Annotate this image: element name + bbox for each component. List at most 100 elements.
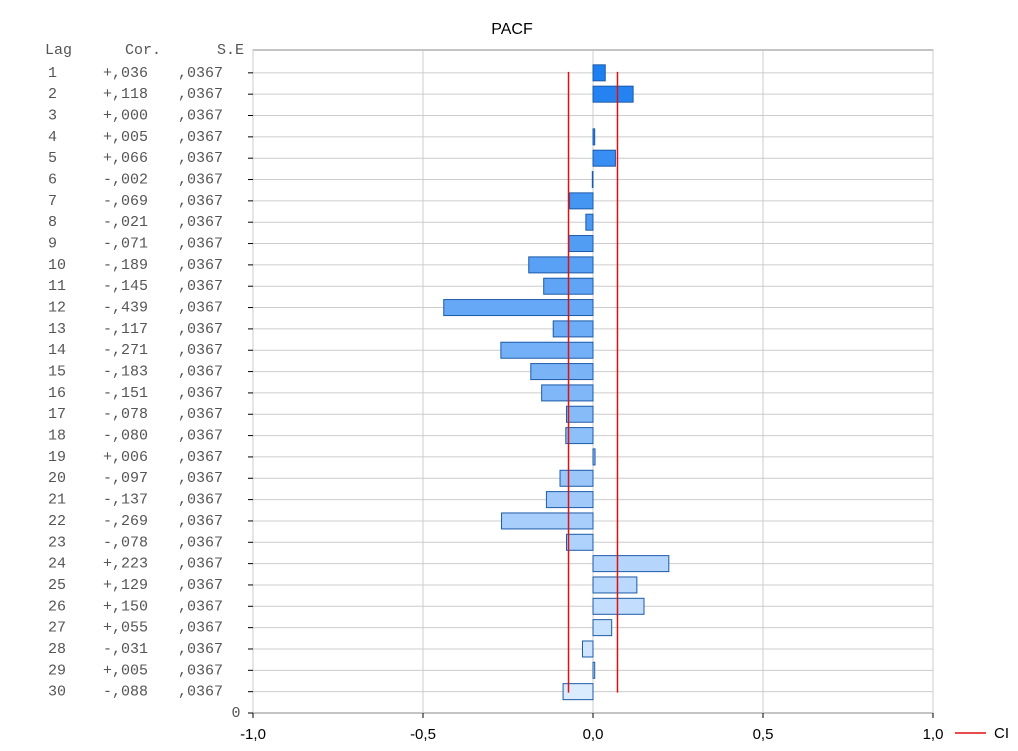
lag-label: 1	[48, 65, 57, 82]
lag-label: 30	[48, 684, 66, 701]
cor-label: +,006	[103, 449, 148, 466]
lag-label: 8	[48, 214, 57, 231]
lag-label: 22	[48, 513, 66, 530]
lag-label: 6	[48, 171, 57, 188]
lag-label: 14	[48, 342, 66, 359]
legend-label: CI	[994, 725, 1009, 742]
cor-label: -,021	[103, 214, 148, 231]
se-label: ,0367	[178, 86, 223, 103]
cor-label: +,000	[103, 107, 148, 124]
cor-label: -,269	[103, 513, 148, 530]
bar	[592, 576, 638, 594]
lag-label: 26	[48, 598, 66, 615]
cor-label: -,002	[103, 171, 148, 188]
bar	[528, 256, 594, 274]
se-label: ,0367	[178, 534, 223, 551]
se-label: ,0367	[178, 428, 223, 445]
x-tick-label: 1,0	[923, 726, 944, 743]
lag-label: 15	[48, 364, 66, 381]
cor-label: -,183	[103, 364, 148, 381]
bar	[565, 405, 594, 423]
cor-label: -,078	[103, 534, 148, 551]
cor-label: -,080	[103, 428, 148, 445]
bar	[565, 533, 594, 551]
se-label: ,0367	[178, 150, 223, 167]
bar	[568, 235, 594, 253]
x-tick-label: 0,5	[753, 726, 774, 743]
bar	[591, 171, 594, 189]
cor-label: -,151	[103, 385, 148, 402]
cor-label: -,097	[103, 470, 148, 487]
bar	[585, 213, 594, 231]
lag-label: 24	[48, 556, 66, 573]
se-label: ,0367	[178, 556, 223, 573]
bar	[592, 661, 596, 679]
lag-label: 3	[48, 107, 57, 124]
bar	[592, 85, 634, 103]
se-label: ,0367	[178, 470, 223, 487]
cor-label: -,071	[103, 236, 148, 253]
cor-label: +,066	[103, 150, 148, 167]
lag-label: 23	[48, 534, 66, 551]
bar	[565, 427, 594, 445]
se-label: ,0367	[178, 513, 223, 530]
cor-label: -,137	[103, 492, 148, 509]
cor-label: -,088	[103, 684, 148, 701]
se-label: ,0367	[178, 278, 223, 295]
se-label: ,0367	[178, 171, 223, 188]
se-label: ,0367	[178, 214, 223, 231]
lag-label: 2	[48, 86, 57, 103]
se-label: ,0367	[178, 364, 223, 381]
cor-label: +,036	[103, 65, 148, 82]
table-header: S.E	[217, 42, 244, 59]
bar	[592, 555, 670, 573]
lag-label: 10	[48, 257, 66, 274]
lag-label: 27	[48, 620, 66, 637]
se-label: ,0367	[178, 449, 223, 466]
bar	[592, 619, 613, 637]
corner-label: 0	[231, 705, 240, 722]
lag-label: 9	[48, 236, 57, 253]
se-label: ,0367	[178, 641, 223, 658]
bar	[592, 448, 596, 466]
lag-label: 11	[48, 278, 66, 295]
se-label: ,0367	[178, 598, 223, 615]
bar	[581, 640, 594, 658]
cor-label: -,031	[103, 641, 148, 658]
se-label: ,0367	[178, 342, 223, 359]
table-header: Cor.	[125, 42, 161, 59]
cor-label: +,005	[103, 662, 148, 679]
se-label: ,0367	[178, 236, 223, 253]
cor-label: -,078	[103, 406, 148, 423]
lag-label: 12	[48, 300, 66, 317]
bar	[501, 512, 594, 530]
cor-label: -,189	[103, 257, 148, 274]
cor-label: -,145	[103, 278, 148, 295]
bar	[569, 192, 594, 210]
cor-label: +,055	[103, 620, 148, 637]
lag-label: 29	[48, 662, 66, 679]
table-header: Lag	[45, 42, 72, 59]
bar	[562, 683, 594, 701]
lag-label: 16	[48, 385, 66, 402]
chart-title: PACF	[491, 21, 533, 38]
se-label: ,0367	[178, 65, 223, 82]
cor-label: -,439	[103, 300, 148, 317]
bar	[541, 384, 594, 402]
lag-label: 17	[48, 406, 66, 423]
lag-label: 19	[48, 449, 66, 466]
lag-label: 21	[48, 492, 66, 509]
se-label: ,0367	[178, 684, 223, 701]
se-label: ,0367	[178, 577, 223, 594]
cor-label: +,223	[103, 556, 148, 573]
lag-label: 28	[48, 641, 66, 658]
se-label: ,0367	[178, 406, 223, 423]
bar	[592, 149, 616, 167]
lag-label: 13	[48, 321, 66, 338]
cor-label: -,271	[103, 342, 148, 359]
se-label: ,0367	[178, 492, 223, 509]
se-label: ,0367	[178, 257, 223, 274]
bar	[592, 128, 596, 146]
cor-label: +,150	[103, 598, 148, 615]
